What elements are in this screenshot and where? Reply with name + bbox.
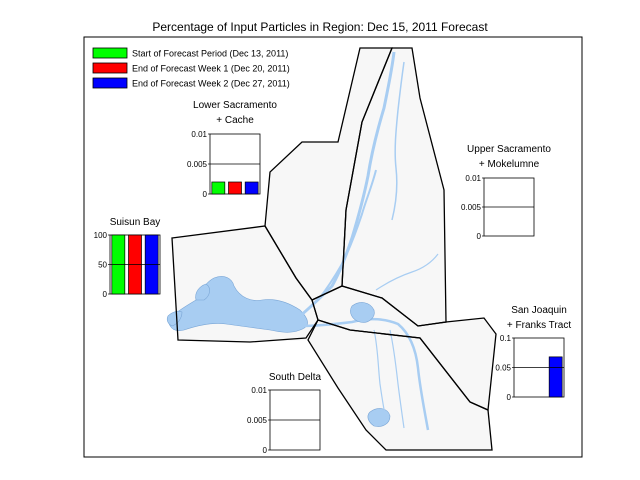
inset-title: + Mokelumne <box>479 159 540 170</box>
tick-label: 0.05 <box>495 364 511 373</box>
yolo-channel-water <box>391 61 405 221</box>
mokelumne-channel-water <box>375 253 439 291</box>
tick-label: 0.01 <box>191 130 207 139</box>
tick-label: 0 <box>477 232 482 241</box>
middle-river-water <box>389 329 405 429</box>
inset-title: Suisun Bay <box>110 217 161 228</box>
inset-chart: Suisun Bay 0 50 100 <box>94 217 161 299</box>
inset-chart: Upper Sacramento + Mokelumne 0 0.005 0.01 <box>461 144 551 241</box>
tick-label: 100 <box>94 231 108 240</box>
inset-title: Upper Sacramento <box>467 144 551 155</box>
legend-label: End of Forecast Week 2 (Dec 27, 2011) <box>132 79 290 89</box>
sacramento-river-water <box>299 51 396 318</box>
tick-label: 0.1 <box>500 334 512 343</box>
legend: Start of Forecast Period (Dec 13, 2011) E… <box>92 47 290 89</box>
legend-label: Start of Forecast Period (Dec 13, 2011) <box>132 49 288 59</box>
tick-label: 0.005 <box>247 416 268 425</box>
inset-chart: Lower Sacramento + Cache 0 0.005 0.01 <box>187 100 277 199</box>
inset-title: South Delta <box>269 372 322 383</box>
sacramento-channel-water <box>317 169 377 301</box>
tick-label: 0 <box>103 290 108 299</box>
legend-label: End of Forecast Week 1 (Dec 20, 2011) <box>132 64 290 74</box>
inset-title: + Cache <box>216 115 254 126</box>
clifton-court-water <box>367 408 391 427</box>
region-boundaries <box>171 47 497 451</box>
inset-chart: San Joaquin + Franks Tract 0 0.05 0.1 <box>495 305 571 402</box>
inset-title: + Franks Tract <box>507 320 571 331</box>
inset-title: San Joaquin <box>511 305 567 316</box>
tick-label: 0.01 <box>465 174 481 183</box>
bar <box>211 181 226 195</box>
tick-label: 0.005 <box>187 160 208 169</box>
tick-label: 0 <box>507 393 512 402</box>
tick-label: 0.01 <box>251 386 267 395</box>
tick-label: 0.005 <box>461 203 482 212</box>
grizzly-bay-water <box>195 283 210 301</box>
bar <box>244 181 259 195</box>
san-joaquin-river-water <box>299 318 430 431</box>
carquinez-strait-water <box>166 310 183 327</box>
page-title: Percentage of Input Particles in Region:… <box>152 20 488 34</box>
legend-swatch <box>92 47 128 59</box>
tick-label: 0 <box>203 190 208 199</box>
inset-chart: South Delta 0 0.005 0.01 <box>247 372 322 455</box>
boundary-south-delta <box>307 319 493 451</box>
legend-swatch <box>92 77 128 89</box>
franks-tract-water <box>350 302 375 323</box>
tick-label: 50 <box>98 261 107 270</box>
bar <box>548 356 563 398</box>
delta-map <box>166 48 496 450</box>
old-river-water <box>373 329 387 421</box>
bar <box>228 181 242 195</box>
legend-swatch <box>92 62 128 74</box>
tick-label: 0 <box>263 446 268 455</box>
inset-title: Lower Sacramento <box>193 100 277 111</box>
